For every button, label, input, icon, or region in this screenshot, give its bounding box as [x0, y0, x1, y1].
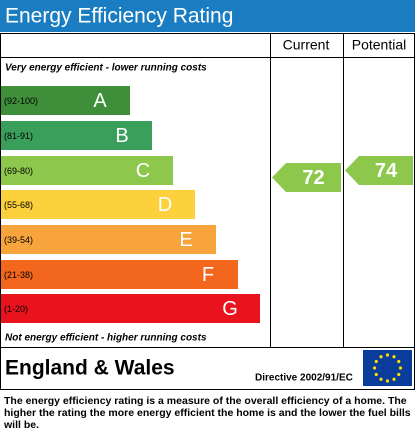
star [379, 377, 383, 381]
star [372, 366, 377, 370]
title: Energy Efficiency Rating [5, 5, 233, 28]
band [1, 190, 195, 219]
band-range: (21-38) [4, 270, 33, 280]
star [397, 359, 401, 364]
top-note: Very energy efficient - lower running co… [5, 63, 207, 74]
band-letter: D [158, 194, 172, 216]
rating-arrow [272, 163, 341, 192]
rating-value: 74 [375, 160, 398, 182]
band-letter: F [202, 264, 214, 286]
star [398, 366, 403, 370]
title-bar [0, 0, 415, 32]
star [385, 353, 390, 357]
star [392, 355, 396, 359]
bottom-note: Not energy efficient - higher running co… [5, 333, 207, 344]
stars [372, 353, 403, 383]
star [397, 372, 401, 377]
star [392, 377, 396, 381]
band-letter: E [179, 229, 192, 251]
band [1, 156, 173, 185]
star [385, 379, 390, 383]
band-range: (1-20) [4, 304, 28, 314]
band-range: (55-68) [4, 200, 33, 210]
band-range: (69-80) [4, 166, 33, 176]
band-letter: G [222, 298, 238, 320]
directive: Directive 2002/91/EC [255, 373, 353, 384]
band [1, 294, 260, 323]
star [374, 359, 378, 364]
band-letter: C [136, 160, 150, 182]
band [1, 86, 130, 115]
band-letter: B [115, 125, 128, 147]
description: The energy efficiency rating is a measur… [4, 395, 411, 431]
rating-graphic: Energy Efficiency Rating Current Potenti… [0, 0, 415, 390]
star [374, 372, 378, 377]
region: England & Wales [5, 357, 175, 380]
band-range: (39-54) [4, 235, 33, 245]
star [379, 355, 383, 359]
band [1, 225, 216, 254]
band-range: (81-91) [4, 131, 33, 141]
band [1, 260, 238, 289]
rating-arrow [345, 156, 413, 185]
rating-value: 72 [302, 167, 324, 189]
column-header: Current [283, 37, 330, 53]
column-header: Potential [352, 37, 406, 53]
band [1, 121, 152, 150]
band-range: (92-100) [4, 96, 38, 106]
band-letter: A [93, 90, 107, 112]
eu-flag [363, 350, 412, 386]
